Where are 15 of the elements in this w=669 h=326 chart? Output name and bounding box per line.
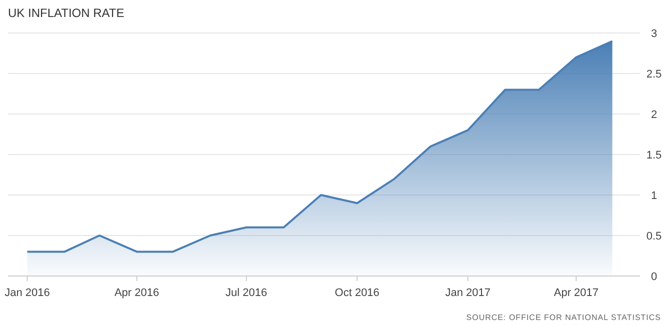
y-tick-label: 1 <box>650 190 658 202</box>
source-note: SOURCE: OFFICE FOR NATIONAL STATISTICS <box>466 313 661 322</box>
y-tick-label: 2.5 <box>646 68 662 80</box>
x-tick-label: Jan 2017 <box>445 287 490 299</box>
chart-title: UK INFLATION RATE <box>8 6 124 20</box>
y-tick-label: 0.5 <box>646 230 662 242</box>
y-tick-label: 2 <box>650 109 658 121</box>
x-tick-label: Jul 2016 <box>226 287 268 299</box>
y-tick-label: 0 <box>650 271 658 283</box>
x-tick-label: Apr 2017 <box>554 287 599 299</box>
x-tick-label: Jan 2016 <box>4 287 50 299</box>
y-tick-label: 3 <box>650 28 658 40</box>
y-tick-label: 1.5 <box>646 150 662 162</box>
x-tick-label: Oct 2016 <box>334 287 380 299</box>
x-tick-label: Apr 2016 <box>114 287 160 299</box>
